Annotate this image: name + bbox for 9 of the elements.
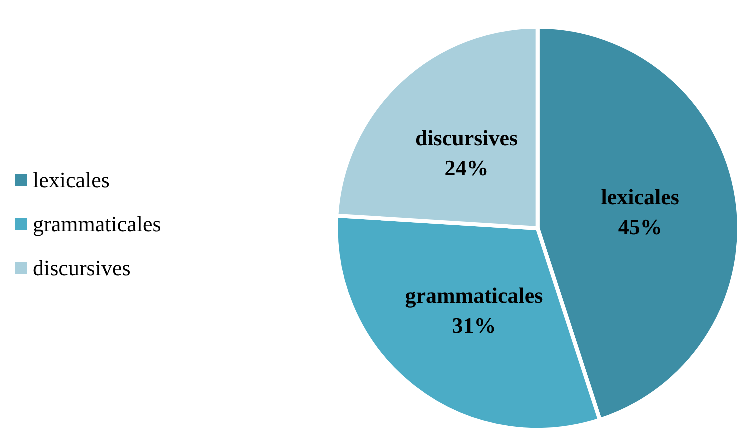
legend-label: discursives (33, 256, 131, 280)
legend-label: grammaticales (33, 212, 162, 236)
legend-label: lexicales (33, 168, 110, 192)
slice-label: grammaticales (405, 283, 544, 308)
data-label: 31% (452, 313, 496, 338)
slice-label: lexicales (601, 184, 680, 210)
data-label: 45% (618, 214, 662, 240)
data-label: 24% (444, 155, 489, 180)
slice-label: discursives (415, 125, 519, 150)
